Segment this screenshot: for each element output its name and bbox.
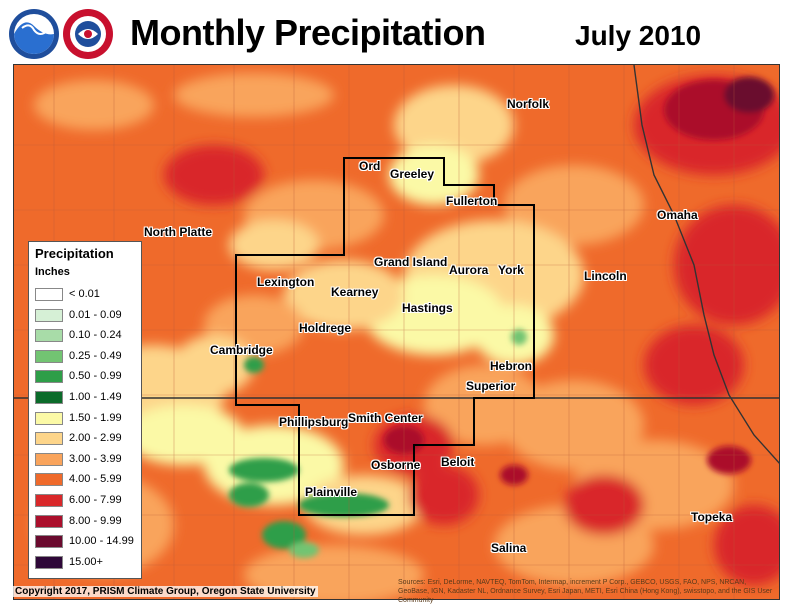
legend-item: 3.00 - 3.99 xyxy=(35,451,139,468)
legend-swatch xyxy=(35,494,63,507)
header: Monthly Precipitation July 2010 xyxy=(0,0,792,64)
legend-swatch xyxy=(35,308,63,322)
legend-swatch xyxy=(35,411,63,425)
city-ord: Ord xyxy=(359,159,381,173)
city-lexington: Lexington xyxy=(257,275,315,289)
legend-swatch xyxy=(35,288,63,301)
city-fullerton: Fullerton xyxy=(446,194,498,208)
copyright: Copyright 2017, PRISM Climate Group, Ore… xyxy=(13,586,318,597)
legend-label: 8.00 - 9.99 xyxy=(69,514,122,527)
city-superior: Superior xyxy=(466,379,516,393)
legend-swatch xyxy=(35,391,63,404)
city-york: York xyxy=(498,263,524,277)
city-osborne: Osborne xyxy=(371,458,421,472)
city-phillipsburg: Phillipsburg xyxy=(279,415,349,429)
legend-label: 1.50 - 1.99 xyxy=(69,411,122,424)
city-north-platte: North Platte xyxy=(144,225,213,239)
legend-swatch xyxy=(35,452,63,466)
legend-item: 15.00+ xyxy=(35,554,139,571)
legend-label: 3.00 - 3.99 xyxy=(69,452,122,465)
legend-label: 0.10 - 0.24 xyxy=(69,329,122,342)
legend-item: 1.00 - 1.49 xyxy=(35,389,139,406)
legend-item: 8.00 - 9.99 xyxy=(35,513,139,530)
legend-item: 1.50 - 1.99 xyxy=(35,410,139,427)
city-cambridge: Cambridge xyxy=(210,343,273,357)
legend-swatch xyxy=(35,370,63,384)
legend-item: 0.50 - 0.99 xyxy=(35,368,139,385)
city-beloit: Beloit xyxy=(441,455,475,469)
cwa-boundary xyxy=(235,157,535,516)
legend-item: 0.25 - 0.49 xyxy=(35,348,139,365)
city-omaha: Omaha xyxy=(657,208,698,222)
legend-label: 10.00 - 14.99 xyxy=(69,535,134,548)
legend-label: 0.50 - 0.99 xyxy=(69,370,122,383)
city-topeka: Topeka xyxy=(691,510,733,524)
city-salina: Salina xyxy=(491,541,527,555)
legend-label: < 0.01 xyxy=(69,288,100,300)
nws-logo-icon xyxy=(63,9,113,59)
legend-item: 0.01 - 0.09 xyxy=(35,307,139,324)
noaa-logo-icon xyxy=(9,9,59,59)
legend-label: 4.00 - 5.99 xyxy=(69,473,122,486)
legend-item: 2.00 - 2.99 xyxy=(35,430,139,447)
legend-swatch xyxy=(35,555,63,569)
city-lincoln: Lincoln xyxy=(584,269,627,283)
legend-item: < 0.01 xyxy=(35,286,139,303)
city-hebron: Hebron xyxy=(490,359,532,373)
legend-title: Precipitation xyxy=(35,246,114,261)
legend-swatch xyxy=(35,349,63,363)
city-greeley: Greeley xyxy=(390,167,435,181)
city-aurora: Aurora xyxy=(449,263,489,277)
city-holdrege: Holdrege xyxy=(299,321,352,335)
map-credits: Sources: Esri, DeLorme, NAVTEQ, TomTom, … xyxy=(398,579,773,604)
city-kearney: Kearney xyxy=(331,285,379,299)
legend-swatch xyxy=(35,473,63,487)
legend-label: 2.00 - 2.99 xyxy=(69,432,122,445)
map-period: July 2010 xyxy=(575,20,702,51)
legend-swatch xyxy=(35,432,63,446)
legend-swatch xyxy=(35,329,63,343)
legend-swatch xyxy=(35,514,63,528)
legend-units: Inches xyxy=(35,266,70,278)
city-smith-center: Smith Center xyxy=(348,411,423,425)
city-norfolk: Norfolk xyxy=(507,97,549,111)
map-title: Monthly Precipitation xyxy=(130,12,486,53)
city-plainville: Plainville xyxy=(305,485,358,499)
legend-item: 0.10 - 0.24 xyxy=(35,327,139,344)
legend: Precipitation Inches < 0.01 0.01 - 0.09 0.… xyxy=(28,241,142,579)
legend-label: 6.00 - 7.99 xyxy=(69,494,122,506)
legend-swatch xyxy=(35,535,63,549)
legend-item: 6.00 - 7.99 xyxy=(35,492,139,509)
city-hastings: Hastings xyxy=(402,301,453,315)
city-grand-island: Grand Island xyxy=(374,255,448,269)
legend-label: 1.00 - 1.49 xyxy=(69,391,122,403)
legend-label: 0.01 - 0.09 xyxy=(69,308,122,321)
legend-label: 15.00+ xyxy=(69,555,103,568)
legend-item: 10.00 - 14.99 xyxy=(35,533,139,550)
legend-item: 4.00 - 5.99 xyxy=(35,471,139,488)
legend-label: 0.25 - 0.49 xyxy=(69,349,122,362)
